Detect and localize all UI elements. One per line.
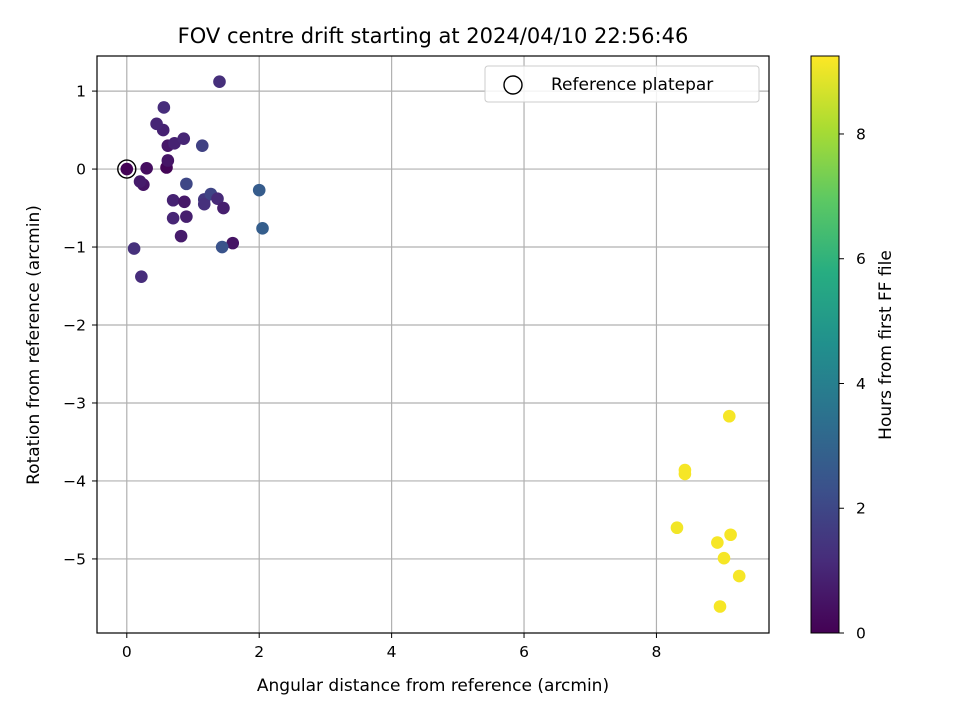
scatter-point xyxy=(177,132,191,145)
scatter-point xyxy=(174,229,188,243)
scatter-point xyxy=(252,183,266,197)
x-axis-label: Angular distance from reference (arcmin) xyxy=(257,676,609,696)
plot-frame xyxy=(96,55,770,634)
y-tick-label: −3 xyxy=(63,394,86,412)
x-tick-label: 8 xyxy=(652,643,662,661)
colorbar-tick-label: 0 xyxy=(856,625,866,643)
y-axis-ticks: 1 0 −1 −2 −3 −4 −5 xyxy=(63,83,97,568)
legend-entry-reference: Reference platepar xyxy=(551,75,713,95)
y-tick-label: 0 xyxy=(76,161,86,179)
scatter-point xyxy=(168,137,181,150)
colorbar-ticks: 0 2 4 6 8 xyxy=(839,125,866,643)
scatter-point xyxy=(140,161,153,175)
scatter-point xyxy=(732,569,746,583)
colorbar-label: Hours from first FF file xyxy=(876,250,896,440)
chart-title: FOV centre drift starting at 2024/04/10 … xyxy=(178,24,689,48)
scatter-point xyxy=(722,409,736,423)
reference-marker xyxy=(117,159,137,179)
grid xyxy=(97,56,769,633)
scatter-point xyxy=(724,528,737,542)
scatter-point xyxy=(197,197,211,211)
scatter-point xyxy=(211,192,224,205)
y-tick-label: −5 xyxy=(63,550,86,568)
colorbar-tick-label: 6 xyxy=(856,250,866,268)
scatter-point xyxy=(670,521,684,535)
x-tick-label: 4 xyxy=(387,643,397,661)
scatter-point xyxy=(166,211,180,225)
scatter-point xyxy=(127,242,141,255)
scatter-point xyxy=(135,270,148,283)
scatter-point xyxy=(213,75,226,89)
scatter-point xyxy=(120,162,134,176)
scatter-point xyxy=(166,193,180,207)
y-axis-label: Rotation from reference (arcmin) xyxy=(24,205,44,485)
colorbar-tick-label: 2 xyxy=(856,500,866,518)
y-tick-label: −2 xyxy=(63,317,86,335)
scatter-point xyxy=(256,222,269,235)
scatter-point xyxy=(717,551,731,565)
legend-box xyxy=(484,65,760,103)
scatter-point xyxy=(217,201,230,215)
scatter-points xyxy=(120,75,746,613)
scatter-point xyxy=(133,175,147,188)
scatter-point xyxy=(180,177,193,191)
scatter-point xyxy=(178,195,191,209)
x-axis-ticks: 0 2 4 6 8 xyxy=(122,633,662,661)
reference-platepar-marker xyxy=(117,159,137,179)
scatter-point xyxy=(226,236,240,250)
colorbar-tick-label: 4 xyxy=(856,375,866,393)
x-tick-label: 0 xyxy=(122,643,132,661)
scatter-point xyxy=(161,154,175,167)
scatter-point xyxy=(157,101,171,114)
y-tick-label: −4 xyxy=(63,472,86,490)
scatter-point xyxy=(215,240,229,254)
legend: Reference platepar xyxy=(484,65,760,103)
scatter-point xyxy=(711,536,724,549)
x-tick-label: 2 xyxy=(254,643,264,661)
colorbar-tick-label: 8 xyxy=(856,125,866,143)
scatter-point xyxy=(150,117,163,131)
scatter-point xyxy=(195,139,209,152)
scatter-point xyxy=(678,467,692,481)
scatter-point xyxy=(713,600,727,613)
x-tick-label: 6 xyxy=(519,643,529,661)
y-tick-label: −1 xyxy=(63,239,86,257)
colorbar xyxy=(810,55,840,634)
y-tick-label: 1 xyxy=(76,83,86,101)
legend-reference-marker xyxy=(503,75,523,95)
scatter-point xyxy=(180,210,193,223)
